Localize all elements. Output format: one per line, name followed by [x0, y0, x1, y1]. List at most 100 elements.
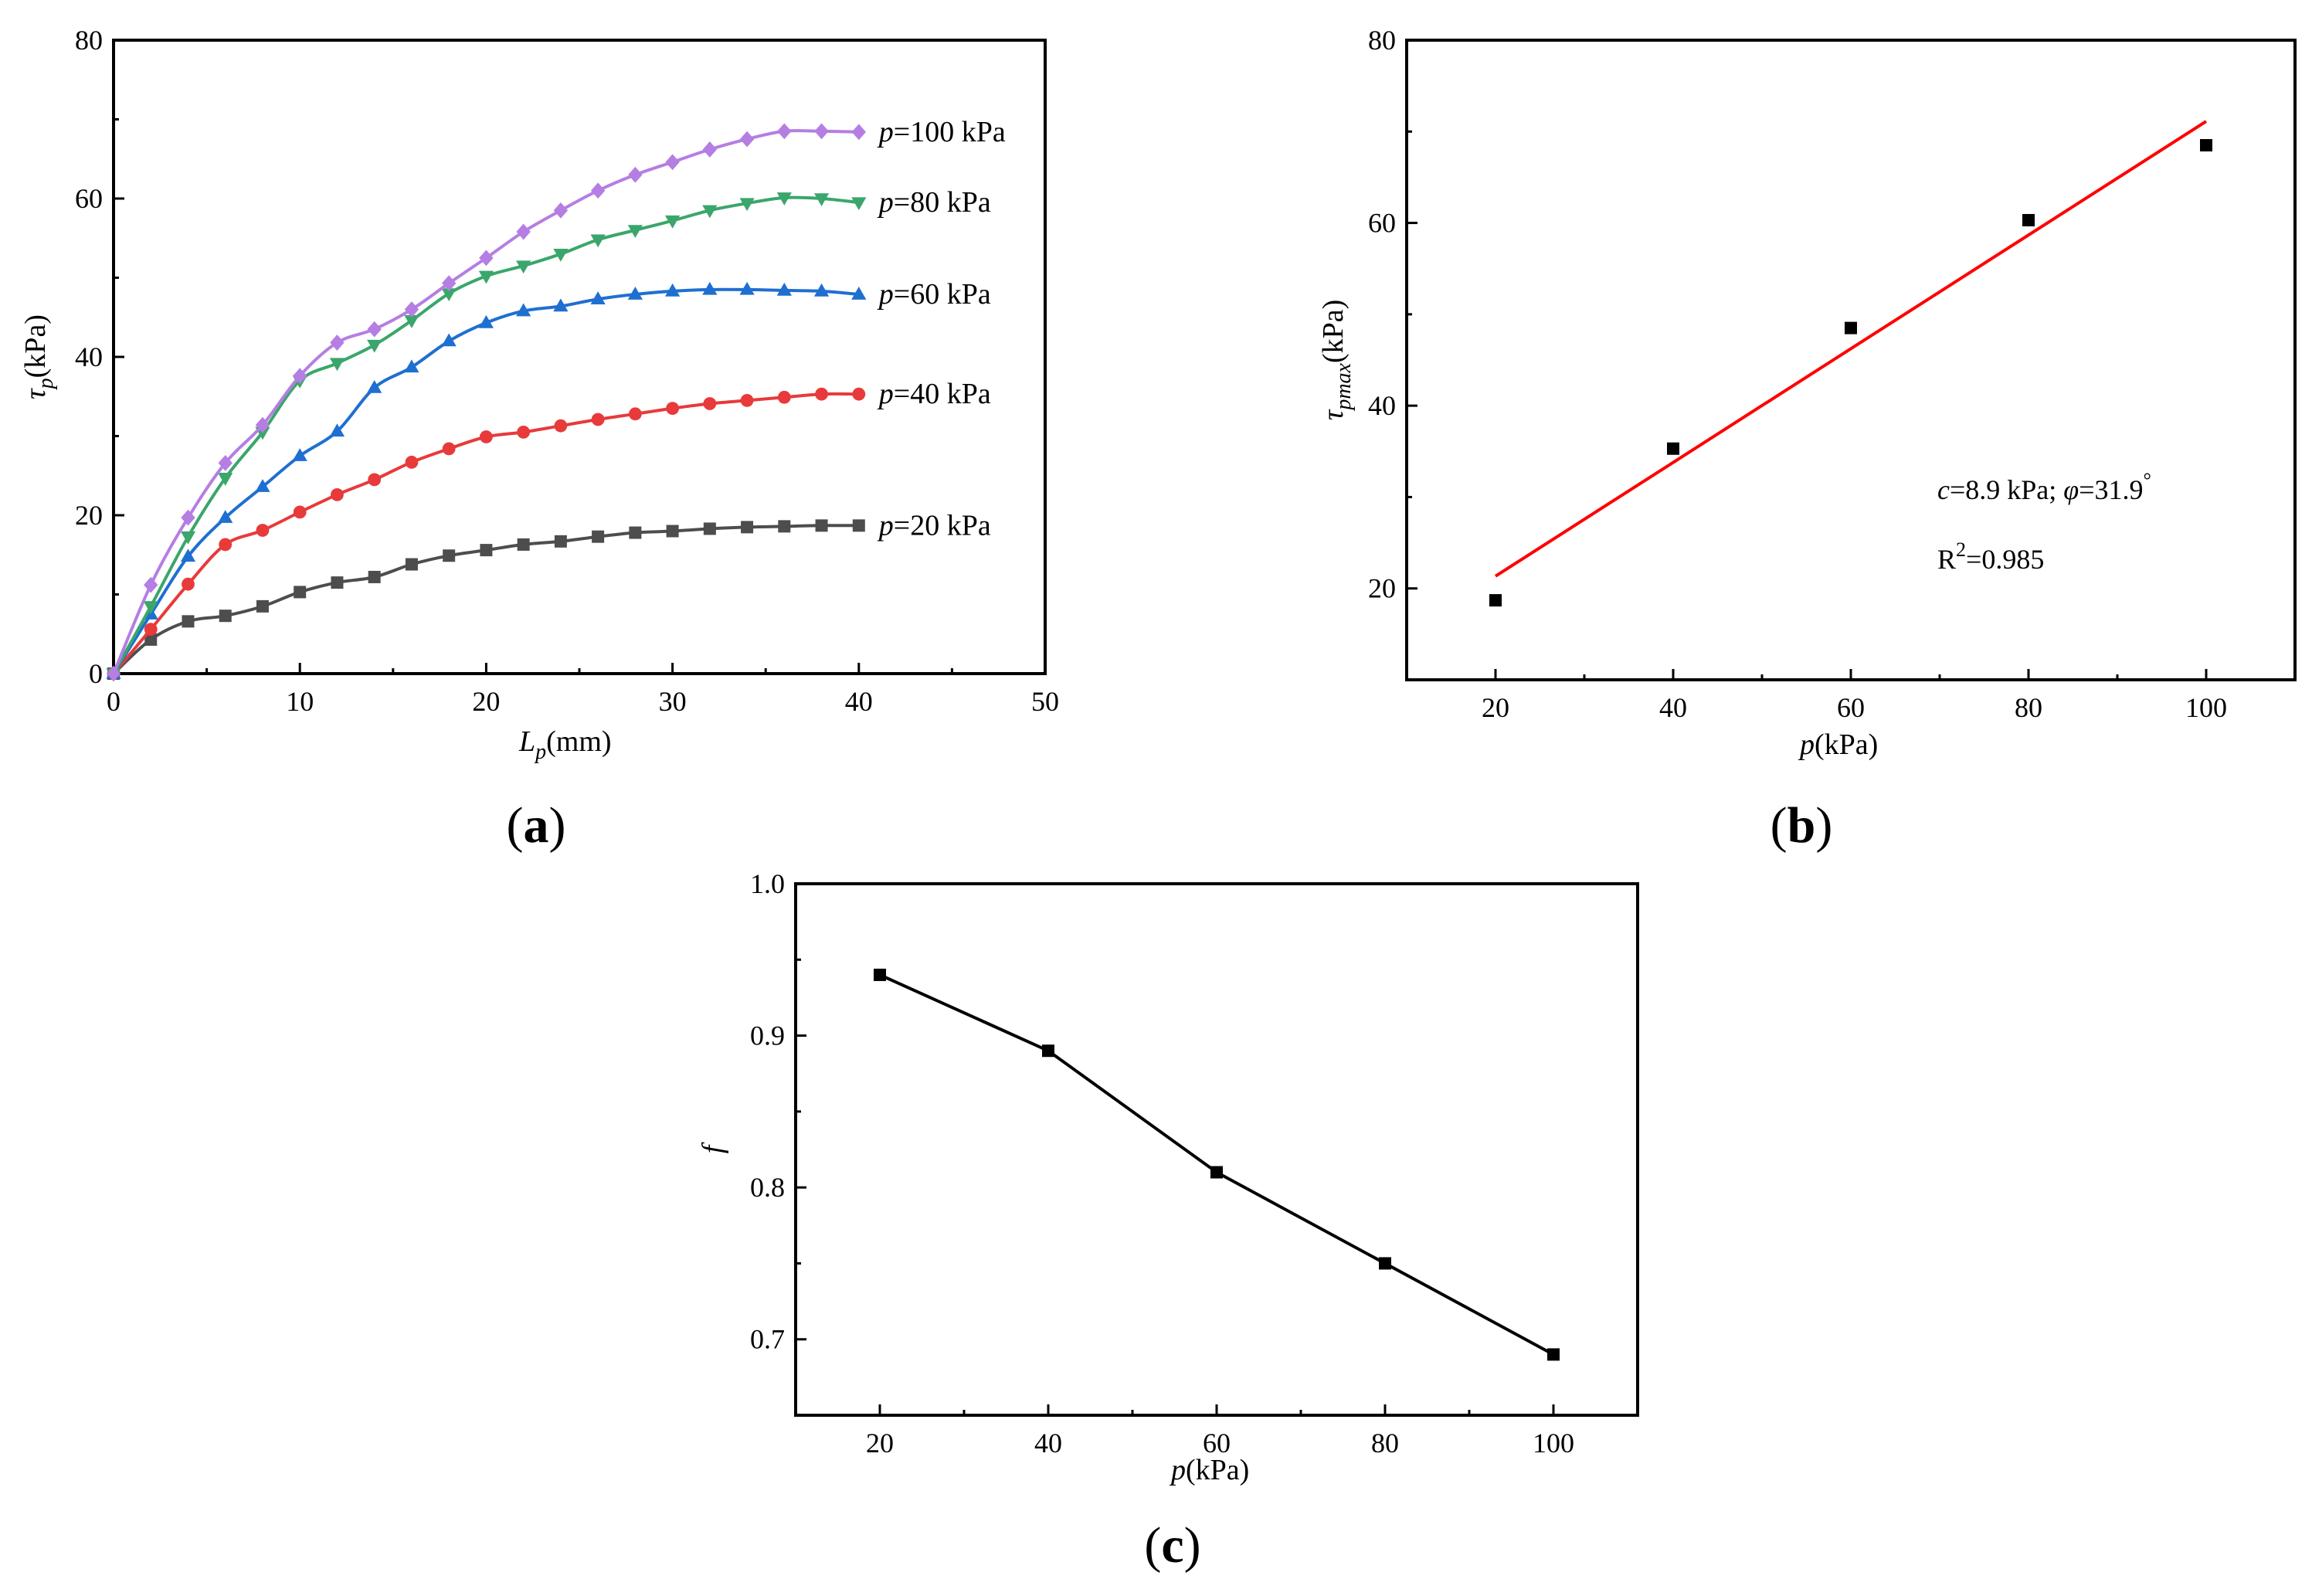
- panel-b-plot-frame: [1405, 39, 2297, 681]
- data-point: [553, 202, 569, 219]
- data-point: [553, 298, 569, 312]
- panel-c-y-tick-label: 0.9: [750, 1020, 785, 1051]
- data-point: [181, 509, 195, 526]
- panel-b-y-axis-subscript: pmax: [1332, 362, 1356, 411]
- data-point: [293, 368, 307, 384]
- panel-c-x-axis-unit: (kPa): [1186, 1454, 1249, 1486]
- data-point: [851, 197, 867, 211]
- panel-a-y-tick-label: 0: [89, 658, 103, 689]
- data-point: [592, 530, 605, 543]
- data-point: [480, 544, 493, 557]
- data-point: [516, 303, 531, 317]
- panel-b-r-base: R: [1937, 544, 1956, 575]
- data-point: [367, 321, 382, 338]
- data-point: [1379, 1257, 1391, 1270]
- panel-b-x-tick-label: 40: [1659, 692, 1687, 723]
- panel-a-x-tick-label: 20: [472, 686, 500, 717]
- data-point: [441, 275, 457, 292]
- panel-c-ticks: 20 40 60 80 100 0.7 0.8 0.9 1.0: [750, 868, 1574, 1458]
- panel-b-phi-symbol: φ: [2063, 474, 2079, 505]
- data-point: [1489, 594, 1502, 607]
- panel-a-y-axis-subscript: p: [34, 378, 58, 390]
- data-point: [478, 314, 494, 328]
- data-point: [590, 182, 606, 199]
- panel-a-y-axis-title: τp(kPa): [19, 314, 58, 399]
- series-line: [112, 195, 859, 674]
- data-point: [404, 359, 419, 373]
- data-point: [218, 473, 233, 486]
- data-point: [367, 379, 382, 393]
- data-point: [1845, 321, 1857, 334]
- panel-a-y-tick-label: 60: [75, 183, 103, 214]
- data-point: [293, 505, 307, 519]
- data-point: [367, 339, 382, 353]
- data-point: [740, 393, 754, 407]
- data-point: [815, 519, 828, 532]
- data-point: [666, 402, 679, 416]
- panel-b-x-tick-label: 80: [2015, 692, 2042, 723]
- data-point: [852, 519, 865, 532]
- data-point: [405, 558, 418, 571]
- panel-b-label: (b): [1770, 797, 1833, 854]
- panel-c-x-axis-title: p(kPa): [1169, 1454, 1249, 1486]
- panel-a-series: [106, 123, 867, 682]
- panel-c-y-tick-label: 0.7: [750, 1324, 785, 1355]
- data-point: [777, 390, 791, 404]
- panel-c-series: [874, 968, 1560, 1361]
- data-point: [144, 633, 158, 646]
- panel-b-x-tick-label: 60: [1837, 692, 1865, 723]
- data-point: [517, 425, 531, 439]
- panel-c-label: (c): [1144, 1517, 1200, 1574]
- series-label: p=40 kPa: [877, 378, 991, 410]
- data-point: [480, 430, 493, 443]
- data-point: [702, 141, 718, 158]
- data-point: [255, 479, 270, 492]
- panel-a-x-axis-subscript: p: [534, 740, 546, 764]
- data-point: [479, 250, 494, 267]
- data-point: [404, 315, 419, 328]
- data-point: [106, 665, 121, 682]
- data-point: [739, 198, 755, 212]
- series-line: [879, 973, 1554, 1357]
- panel-a-x-axis-symbol: L: [518, 725, 535, 758]
- panel-b-x-axis-unit: (kPa): [1815, 728, 1878, 761]
- data-point: [874, 968, 886, 981]
- panel-c: 20 40 60 80 100 0.7 0.8 0.9 1.0 p(kPa) f (c): [697, 868, 1639, 1574]
- panel-b-ticks: 20 40 60 80 100 20 40 60 80: [1368, 25, 2227, 723]
- data-point: [739, 131, 755, 148]
- data-point: [852, 387, 866, 401]
- panel-c-y-tick-label: 1.0: [750, 868, 785, 899]
- panel-a-x-tick-label: 50: [1031, 686, 1059, 717]
- data-point: [813, 193, 830, 206]
- data-point: [665, 283, 681, 297]
- panel-b-y-axis-unit: (kPa): [1317, 300, 1350, 363]
- data-point: [218, 454, 233, 471]
- panel-a-x-tick-label: 10: [286, 686, 314, 717]
- panel-a-letter: a: [524, 797, 549, 854]
- data-point: [329, 358, 345, 372]
- panel-c-x-tick-label: 100: [1533, 1428, 1574, 1458]
- panel-b-annotation-strength: c=8.9 kPa; φ=31.9°: [1937, 469, 2151, 505]
- data-point: [255, 416, 270, 433]
- panel-a-y-axis-unit: (kPa): [19, 314, 52, 378]
- data-point: [665, 215, 681, 229]
- data-point: [144, 623, 158, 636]
- data-point: [739, 281, 755, 295]
- data-point: [368, 570, 381, 583]
- data-point: [553, 248, 569, 262]
- panel-a-x-axis-title: Lp(mm): [518, 725, 612, 764]
- data-point: [404, 301, 419, 318]
- data-point: [776, 192, 792, 205]
- data-point: [331, 487, 344, 501]
- panel-b-x-tick-label: 100: [2185, 692, 2227, 723]
- panel-a-y-tick-label: 80: [75, 25, 103, 56]
- panel-b-y-axis-symbol: τ: [1317, 409, 1350, 420]
- data-point: [182, 615, 195, 628]
- data-point: [441, 288, 457, 301]
- panel-c-x-tick-label: 80: [1371, 1428, 1399, 1458]
- panel-c-x-axis-symbol: p: [1169, 1454, 1186, 1486]
- panel-b-x-axis-symbol: p: [1798, 728, 1815, 761]
- panel-c-x-tick-label: 60: [1203, 1428, 1231, 1458]
- data-point: [666, 525, 679, 538]
- panel-c-plot-frame: [794, 882, 1639, 1417]
